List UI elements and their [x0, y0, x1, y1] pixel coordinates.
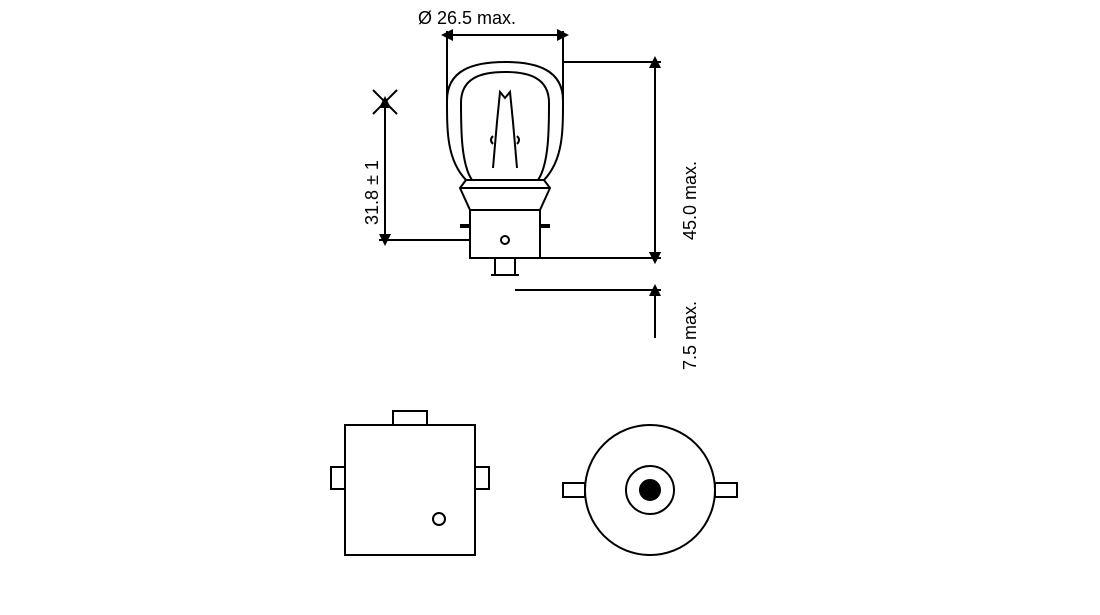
base-side-tab-right [475, 467, 489, 489]
drawing-svg [0, 0, 1100, 615]
bulb-glass-inner [461, 72, 549, 180]
base-side-tab-left [331, 467, 345, 489]
dimension-total-height-label: 45.0 max. [680, 161, 701, 240]
base-end-center [640, 480, 660, 500]
bulb-base [460, 180, 550, 258]
diagram-canvas: Ø 26.5 max. 31.8 ± 1 45.0 max. 7.5 max. [0, 0, 1100, 615]
base-side-body [345, 425, 475, 555]
dimension-contact-height-label: 7.5 max. [680, 301, 701, 370]
bulb-contact [495, 258, 515, 275]
filament [493, 92, 517, 168]
base-side-dot [433, 513, 445, 525]
base-end-tab-right [715, 483, 737, 497]
dimension-diameter-label: Ø 26.5 max. [418, 8, 516, 29]
base-side-contact [393, 411, 427, 425]
base-dot [501, 236, 509, 244]
base-end-tab-left [563, 483, 585, 497]
dimension-ref-height-label: 31.8 ± 1 [362, 160, 383, 225]
